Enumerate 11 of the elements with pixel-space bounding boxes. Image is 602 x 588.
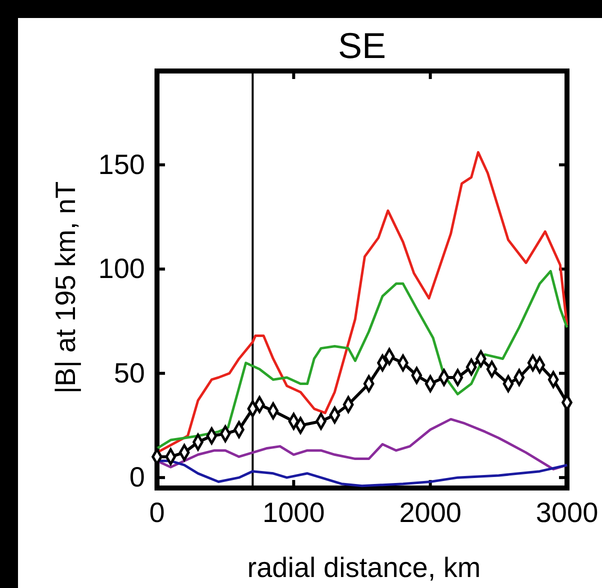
y-tick-label: 150 — [98, 148, 145, 180]
y-tick-label: 50 — [114, 357, 145, 388]
y-tick-label: 0 — [129, 462, 145, 493]
x-tick-label: 2000 — [399, 496, 462, 528]
x-tick-label: 0 — [149, 496, 165, 528]
x-tick-label: 3000 — [536, 496, 598, 528]
x-axis-title: radial distance, km — [247, 552, 481, 583]
y-axis-title: |B| at 195 km, nT — [50, 181, 81, 394]
y-tick-label: 100 — [98, 253, 145, 284]
chart-title: SE — [338, 25, 386, 66]
x-tick-label: 1000 — [262, 496, 325, 528]
